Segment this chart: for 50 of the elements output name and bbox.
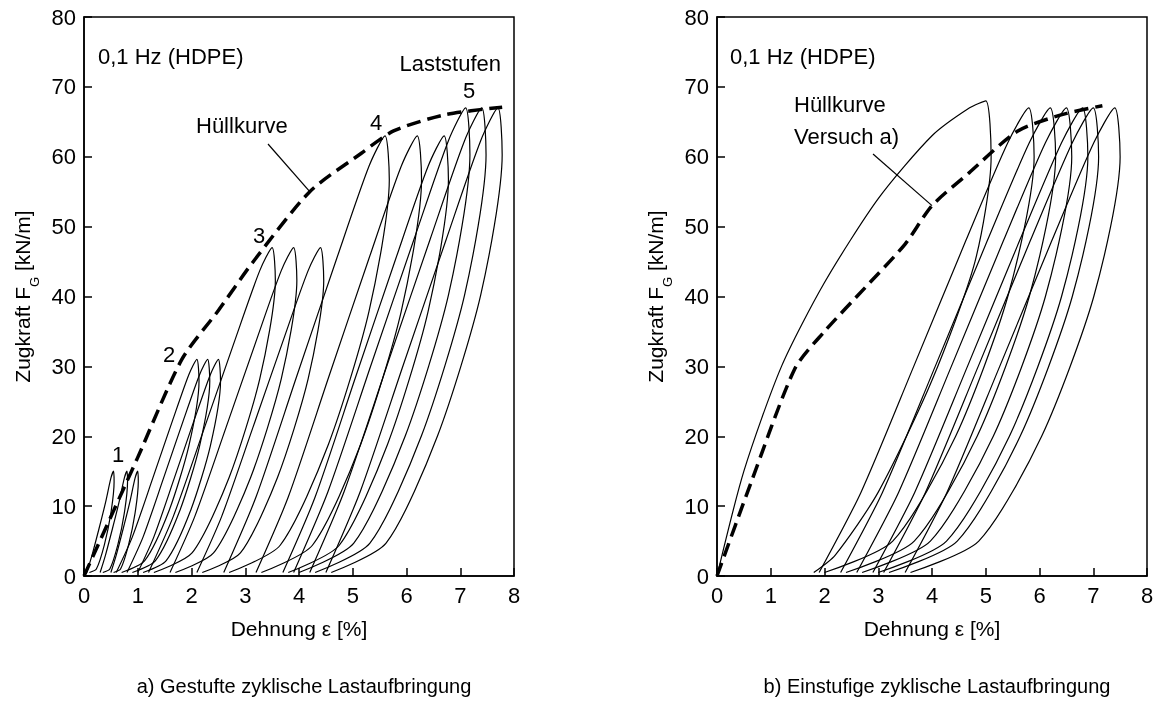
x-tick-label: 5 — [979, 582, 992, 608]
y-tick-label: 20 — [684, 423, 709, 449]
x-axis-title: Dehnung ε [%] — [863, 617, 1001, 640]
y-tick-label: 80 — [51, 4, 76, 30]
annotation: 0,1 Hz (HDPE) — [730, 43, 876, 69]
x-tick-label: 2 — [185, 582, 198, 608]
y-tick-label: 50 — [51, 214, 76, 240]
x-tick-label: 3 — [239, 582, 252, 608]
y-tick-label: 0 — [696, 563, 709, 589]
annotation: 0,1 Hz (HDPE) — [98, 43, 244, 69]
y-tick-label: 70 — [51, 74, 76, 100]
x-tick-label: 7 — [454, 582, 467, 608]
y-tick-label: 50 — [684, 214, 709, 240]
x-tick-label: 4 — [292, 582, 306, 608]
x-tick-label: 8 — [507, 582, 521, 608]
annotation: 3 — [252, 222, 266, 248]
x-tick-label: 7 — [1087, 582, 1100, 608]
x-tick-label: 3 — [872, 582, 885, 608]
x-tick-label: 4 — [925, 582, 939, 608]
y-tick-label: 60 — [51, 144, 76, 170]
y-tick-label: 30 — [51, 353, 76, 379]
y-tick-label: 10 — [51, 493, 76, 519]
y-tick-label: 10 — [684, 493, 709, 519]
x-tick-label: 6 — [400, 582, 413, 608]
x-axis-title: Dehnung ε [%] — [230, 617, 368, 640]
x-tick-label: 1 — [764, 582, 777, 608]
y-tick-label: 20 — [51, 423, 76, 449]
x-tick-label: 1 — [131, 582, 144, 608]
x-tick-label: 5 — [346, 582, 359, 608]
y-tick-label: 40 — [51, 284, 76, 309]
annotation: 5 — [462, 77, 476, 103]
annotation: Hüllkurve — [196, 112, 288, 138]
annotation: 4 — [369, 109, 383, 135]
x-tick-label: 2 — [818, 582, 831, 608]
y-tick-label: 40 — [684, 284, 709, 309]
text: b) Einstufige zyklische Lastaufbringung — [763, 675, 1111, 697]
annotation: Laststufen — [399, 50, 501, 76]
annotation: 2 — [162, 341, 176, 367]
y-tick-label: 0 — [63, 563, 76, 589]
annotation: Hüllkurve Versuch a) — [794, 91, 900, 149]
y-axis-title: Zugkraft FG [kN/m] — [10, 210, 42, 383]
y-tick-label: 70 — [684, 74, 709, 100]
annotation: 1 — [111, 441, 125, 467]
y-axis-title: Zugkraft FG [kN/m] — [643, 210, 675, 383]
y-tick-label: 80 — [684, 4, 709, 30]
text: a) Gestufte zyklische Lastaufbringung — [136, 675, 472, 697]
x-tick-label: 6 — [1033, 582, 1046, 608]
y-tick-label: 30 — [684, 353, 709, 379]
x-tick-label: 8 — [1140, 582, 1154, 608]
y-tick-label: 60 — [684, 144, 709, 170]
